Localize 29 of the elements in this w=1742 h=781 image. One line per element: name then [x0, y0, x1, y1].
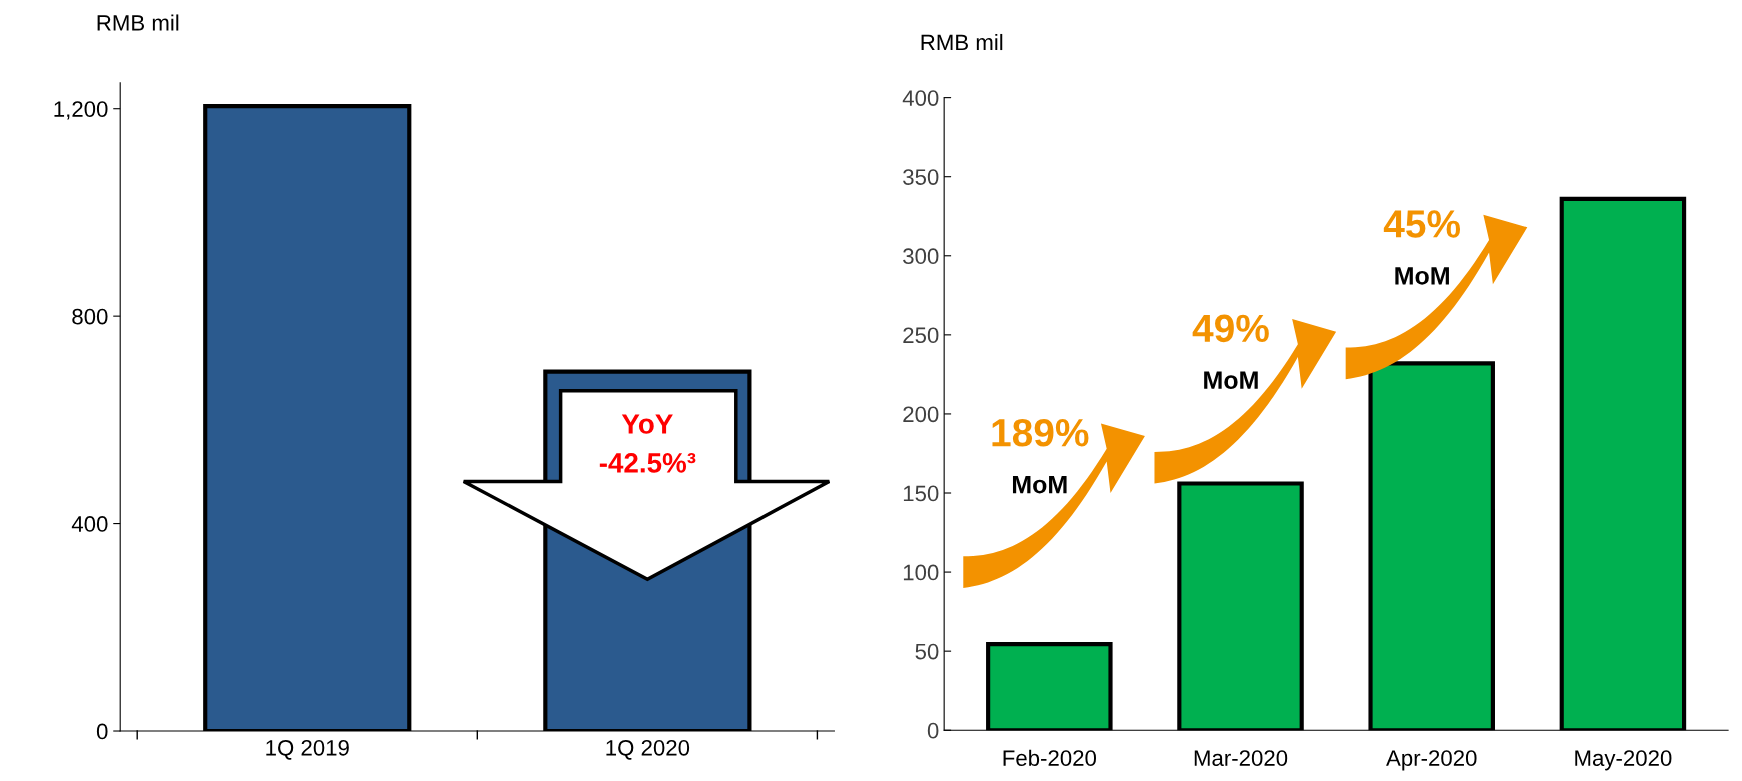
y-tick-label: 100	[903, 564, 939, 581]
y-tick-label: 800	[72, 308, 108, 325]
x-tick-label: 1Q 2020	[606, 739, 690, 760]
y-tick-label: 400	[902, 90, 939, 106]
x-tick-label: 1Q 2019	[266, 739, 349, 760]
y-tick-label: 50	[915, 643, 939, 660]
annotation: 189%	[992, 418, 1089, 447]
y-tick-label: 200	[903, 406, 939, 423]
y-tick-label: 0	[96, 723, 108, 740]
y-tick-label: 150	[903, 485, 939, 502]
y-tick-label: 300	[903, 248, 939, 265]
x-tick-label: Feb-2020	[1003, 749, 1097, 766]
x-tick-label: May-2020	[1575, 750, 1672, 771]
y-tick-label: 0	[927, 722, 939, 739]
annotation: 45%	[1383, 210, 1461, 238]
annotation: -42.5%³	[599, 453, 696, 473]
y-tick-label: 350	[903, 169, 939, 185]
annotation: YoY	[621, 414, 673, 434]
annotation: MoM	[1012, 475, 1067, 494]
x-tick-label: Mar-2020	[1194, 750, 1288, 766]
annotation: MoM	[1395, 267, 1449, 285]
y-axis-title: RMB mil	[97, 14, 179, 31]
y-tick-label: 400	[71, 516, 108, 532]
y-tick-label: 1,200	[54, 101, 108, 120]
annotation: MoM	[1204, 371, 1258, 390]
x-tick-label: Apr-2020	[1386, 750, 1477, 771]
annotation: 49%	[1192, 314, 1269, 343]
y-axis-title: RMB mil	[921, 33, 1003, 51]
y-tick-label: 250	[903, 327, 939, 344]
